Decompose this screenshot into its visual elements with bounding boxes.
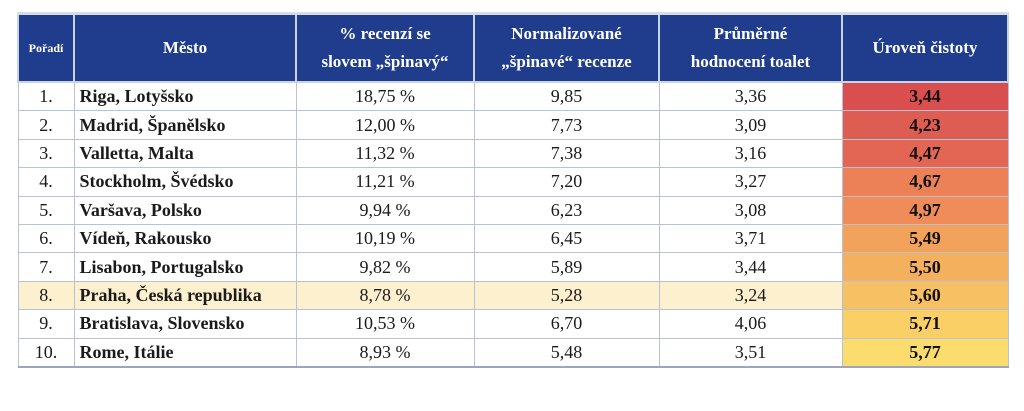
cell-pct-dirty: 9,94 % bbox=[295, 195, 475, 225]
cell-pct-dirty: 11,32 % bbox=[295, 138, 475, 169]
cell-avg-toilet: 3,16 bbox=[658, 138, 843, 169]
cell-avg-toilet: 3,24 bbox=[658, 280, 843, 311]
table-row: 6. Vídeň, Rakousko 10,19 % 6,45 3,71 5,49 bbox=[17, 223, 1009, 254]
cell-normalized-dirty: 7,73 bbox=[473, 110, 660, 140]
table-row: 4. Stockholm, Švédsko 11,21 % 7,20 3,27 4,67 bbox=[17, 167, 1009, 197]
header-rank: Pořadí bbox=[17, 12, 75, 83]
cell-pct-dirty: 8,78 % bbox=[295, 280, 475, 311]
table-row: 3. Valletta, Malta 11,32 % 7,38 3,16 4,47 bbox=[17, 138, 1009, 169]
cell-avg-toilet: 3,51 bbox=[658, 337, 843, 368]
cell-pct-dirty: 11,21 % bbox=[295, 167, 475, 197]
cell-pct-dirty: 10,53 % bbox=[295, 309, 475, 339]
table-row: 9. Bratislava, Slovensko 10,53 % 6,70 4,06 5,… bbox=[17, 309, 1009, 339]
header-normalized-dirty-line2: „špinavé“ recenze bbox=[501, 52, 632, 71]
cell-pct-dirty: 12,00 % bbox=[295, 110, 475, 140]
header-clean-level: Úroveň čistoty bbox=[841, 12, 1009, 83]
header-avg-toilet-line1: Průměrné bbox=[713, 24, 788, 43]
table-row: 5. Varšava, Polsko 9,94 % 6,23 3,08 4,97 bbox=[17, 195, 1009, 225]
cell-pct-dirty: 8,93 % bbox=[295, 337, 475, 368]
cleanliness-table: Pořadí Město % recenzí se slovem „špinav… bbox=[17, 12, 1009, 368]
cell-rank: 10. bbox=[17, 337, 75, 368]
cell-clean-level: 5,77 bbox=[841, 337, 1009, 368]
cell-avg-toilet: 3,44 bbox=[658, 252, 843, 282]
cell-pct-dirty: 10,19 % bbox=[295, 223, 475, 254]
cell-pct-dirty: 9,82 % bbox=[295, 252, 475, 282]
cell-rank: 2. bbox=[17, 110, 75, 140]
cell-city: Vídeň, Rakousko bbox=[73, 223, 297, 254]
header-row: Pořadí Město % recenzí se slovem „špinav… bbox=[17, 12, 1009, 83]
table-row: 7. Lisabon, Portugalsko 9,82 % 5,89 3,44 5,50 bbox=[17, 252, 1009, 282]
cell-pct-dirty: 18,75 % bbox=[295, 81, 475, 112]
header-normalized-dirty: Normalizované „špinavé“ recenze bbox=[473, 12, 660, 83]
table-header: Pořadí Město % recenzí se slovem „špinav… bbox=[17, 12, 1009, 83]
cleanliness-table-container: Pořadí Město % recenzí se slovem „špinav… bbox=[17, 12, 1009, 368]
cell-clean-level: 4,47 bbox=[841, 138, 1009, 169]
cell-city: Valletta, Malta bbox=[73, 138, 297, 169]
cell-city: Rome, Itálie bbox=[73, 337, 297, 368]
cell-rank: 6. bbox=[17, 223, 75, 254]
header-avg-toilet: Průměrné hodnocení toalet bbox=[658, 12, 843, 83]
cell-normalized-dirty: 5,89 bbox=[473, 252, 660, 282]
cell-avg-toilet: 3,09 bbox=[658, 110, 843, 140]
cell-rank: 1. bbox=[17, 81, 75, 112]
cell-rank: 9. bbox=[17, 309, 75, 339]
cell-clean-level: 4,97 bbox=[841, 195, 1009, 225]
cell-clean-level: 4,67 bbox=[841, 167, 1009, 197]
table-row: 2. Madrid, Španělsko 12,00 % 7,73 3,09 4,23 bbox=[17, 110, 1009, 140]
cell-normalized-dirty: 6,70 bbox=[473, 309, 660, 339]
cell-city: Madrid, Španělsko bbox=[73, 110, 297, 140]
cell-normalized-dirty: 5,28 bbox=[473, 280, 660, 311]
cell-avg-toilet: 3,36 bbox=[658, 81, 843, 112]
table-row: 8. Praha, Česká republika 8,78 % 5,28 3,24 5,… bbox=[17, 280, 1009, 311]
cell-city: Bratislava, Slovensko bbox=[73, 309, 297, 339]
table-row: 10. Rome, Itálie 8,93 % 5,48 3,51 5,77 bbox=[17, 337, 1009, 368]
cell-clean-level: 3,44 bbox=[841, 81, 1009, 112]
cell-avg-toilet: 3,71 bbox=[658, 223, 843, 254]
cell-clean-level: 5,50 bbox=[841, 252, 1009, 282]
cell-city: Stockholm, Švédsko bbox=[73, 167, 297, 197]
cell-rank: 3. bbox=[17, 138, 75, 169]
table-row: 1. Riga, Lotyšsko 18,75 % 9,85 3,36 3,44 bbox=[17, 81, 1009, 112]
cell-normalized-dirty: 9,85 bbox=[473, 81, 660, 112]
header-avg-toilet-line2: hodnocení toalet bbox=[690, 52, 811, 71]
cell-clean-level: 4,23 bbox=[841, 110, 1009, 140]
cell-avg-toilet: 4,06 bbox=[658, 309, 843, 339]
cell-city: Praha, Česká republika bbox=[73, 280, 297, 311]
cell-clean-level: 5,60 bbox=[841, 280, 1009, 311]
cell-city: Riga, Lotyšsko bbox=[73, 81, 297, 112]
table-body: 1. Riga, Lotyšsko 18,75 % 9,85 3,36 3,44 2. Mad… bbox=[17, 81, 1009, 368]
cell-rank: 8. bbox=[17, 280, 75, 311]
cell-avg-toilet: 3,27 bbox=[658, 167, 843, 197]
cell-rank: 5. bbox=[17, 195, 75, 225]
cell-normalized-dirty: 6,23 bbox=[473, 195, 660, 225]
header-city: Město bbox=[73, 12, 297, 83]
header-pct-dirty: % recenzí se slovem „špinavý“ bbox=[295, 12, 475, 83]
cell-avg-toilet: 3,08 bbox=[658, 195, 843, 225]
header-normalized-dirty-line1: Normalizované bbox=[511, 24, 622, 43]
header-pct-dirty-line2: slovem „špinavý“ bbox=[321, 52, 449, 71]
cell-city: Varšava, Polsko bbox=[73, 195, 297, 225]
cell-clean-level: 5,49 bbox=[841, 223, 1009, 254]
cell-rank: 4. bbox=[17, 167, 75, 197]
cell-rank: 7. bbox=[17, 252, 75, 282]
cell-normalized-dirty: 6,45 bbox=[473, 223, 660, 254]
cell-clean-level: 5,71 bbox=[841, 309, 1009, 339]
cell-normalized-dirty: 7,38 bbox=[473, 138, 660, 169]
cell-normalized-dirty: 7,20 bbox=[473, 167, 660, 197]
header-pct-dirty-line1: % recenzí se bbox=[339, 24, 431, 43]
cell-normalized-dirty: 5,48 bbox=[473, 337, 660, 368]
cell-city: Lisabon, Portugalsko bbox=[73, 252, 297, 282]
